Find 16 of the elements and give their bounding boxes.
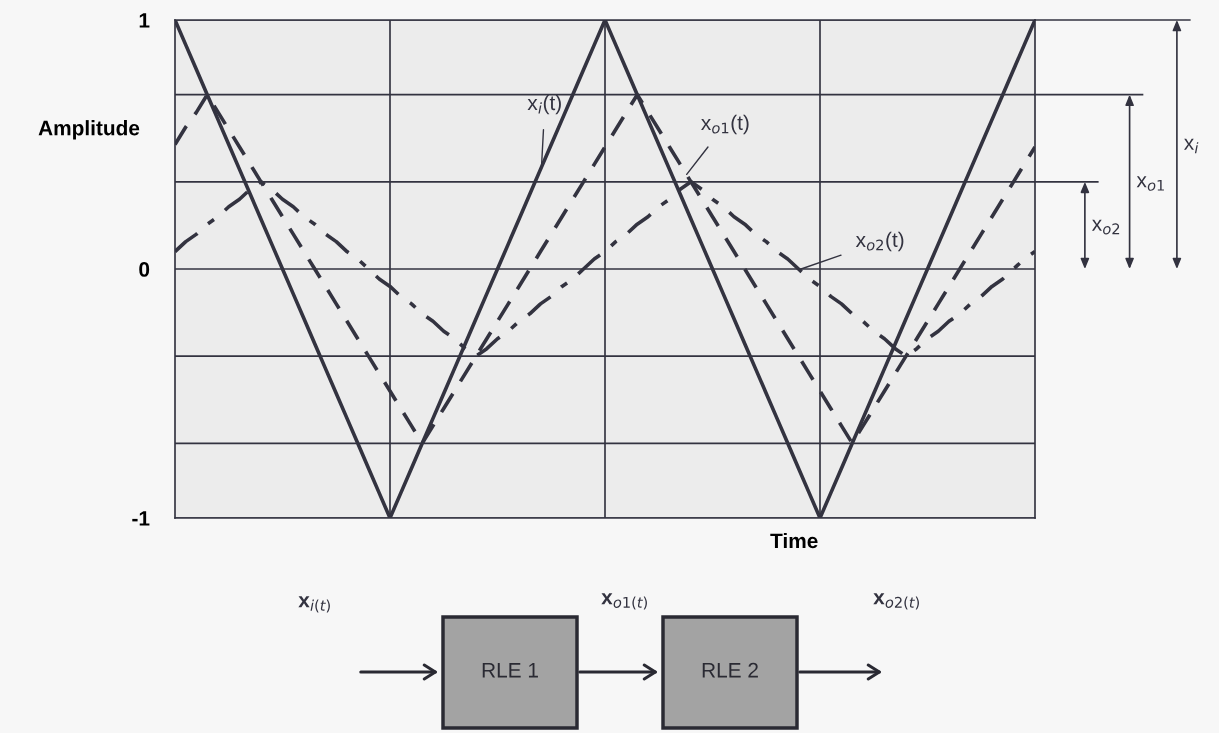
text: RLE 1 [482,663,538,678]
text: x$_{i}$ [1184,138,1199,154]
y-tick-label: -1 [132,511,150,526]
text: x$_{o1(t)}$ [601,593,647,610]
annotation: x$_{o1}$(t) [701,114,749,135]
text: x$_{o2(t)}$ [873,593,919,610]
y-tick-label: 0 [139,262,150,277]
text: RLE 2 [702,662,758,678]
y-tick-label: 1 [139,13,150,28]
text: x$_{o2}$ [1091,219,1120,235]
y-axis-title: Amplitude [38,120,140,140]
text: x$_{i(t)}$ [298,596,330,613]
annotation: x$_{o2}$(t) [855,231,904,252]
annotation: x$_{i}$(t) [527,94,561,115]
text: x$_{o1}$ [1136,176,1164,191]
x-axis-title: Time [770,532,818,549]
